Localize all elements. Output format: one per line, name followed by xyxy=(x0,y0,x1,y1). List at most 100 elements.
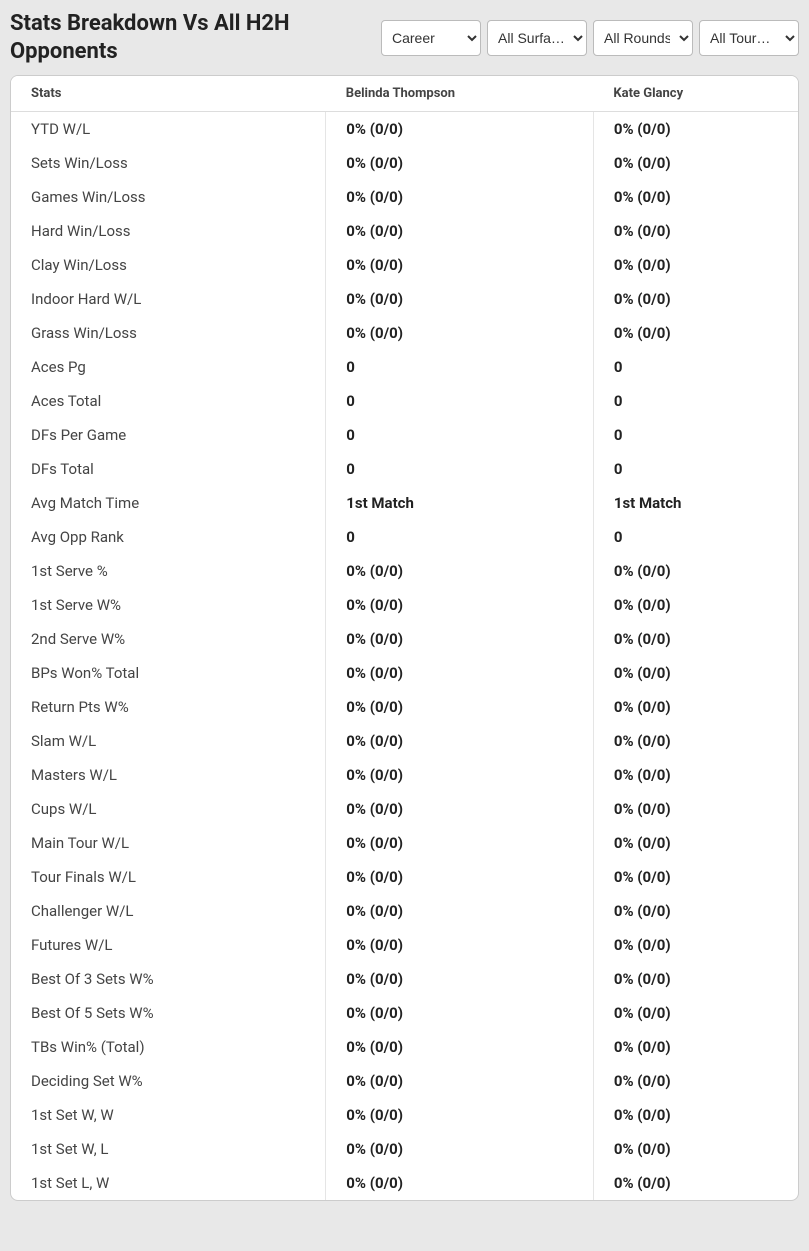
stat-label: Avg Match Time xyxy=(11,486,326,520)
table-row: 1st Set L, W0% (0/0)0% (0/0) xyxy=(11,1166,798,1200)
player1-value: 1st Match xyxy=(326,486,594,520)
table-row: Avg Opp Rank00 xyxy=(11,520,798,554)
stat-label: Challenger W/L xyxy=(11,894,326,928)
player1-value: 0% (0/0) xyxy=(326,316,594,350)
player2-value: 0% (0/0) xyxy=(593,826,798,860)
table-row: Indoor Hard W/L0% (0/0)0% (0/0) xyxy=(11,282,798,316)
table-row: Deciding Set W%0% (0/0)0% (0/0) xyxy=(11,1064,798,1098)
stat-label: Hard Win/Loss xyxy=(11,214,326,248)
stat-label: Best Of 5 Sets W% xyxy=(11,996,326,1030)
player2-value: 0 xyxy=(593,520,798,554)
player1-value: 0% (0/0) xyxy=(326,112,594,147)
rounds-select[interactable]: All Rounds xyxy=(593,20,693,56)
table-row: 1st Serve %0% (0/0)0% (0/0) xyxy=(11,554,798,588)
player2-value: 0 xyxy=(593,384,798,418)
table-row: Tour Finals W/L0% (0/0)0% (0/0) xyxy=(11,860,798,894)
player2-value: 0% (0/0) xyxy=(593,1132,798,1166)
player2-value: 0% (0/0) xyxy=(593,724,798,758)
table-row: Masters W/L0% (0/0)0% (0/0) xyxy=(11,758,798,792)
player1-value: 0% (0/0) xyxy=(326,690,594,724)
stat-label: YTD W/L xyxy=(11,112,326,147)
table-row: Grass Win/Loss0% (0/0)0% (0/0) xyxy=(11,316,798,350)
player2-value: 0% (0/0) xyxy=(593,554,798,588)
stat-label: 1st Set W, L xyxy=(11,1132,326,1166)
player1-value: 0% (0/0) xyxy=(326,588,594,622)
stat-label: 1st Set L, W xyxy=(11,1166,326,1200)
player2-value: 0% (0/0) xyxy=(593,656,798,690)
stat-label: Masters W/L xyxy=(11,758,326,792)
player2-value: 0% (0/0) xyxy=(593,860,798,894)
player1-value: 0% (0/0) xyxy=(326,622,594,656)
stat-label: Best Of 3 Sets W% xyxy=(11,962,326,996)
stat-label: Clay Win/Loss xyxy=(11,248,326,282)
stat-label: 1st Serve W% xyxy=(11,588,326,622)
stat-label: Games Win/Loss xyxy=(11,180,326,214)
player1-value: 0% (0/0) xyxy=(326,1098,594,1132)
player2-value: 0% (0/0) xyxy=(593,282,798,316)
tournaments-select[interactable]: All Tour… xyxy=(699,20,799,56)
player2-value: 0% (0/0) xyxy=(593,996,798,1030)
table-row: Return Pts W%0% (0/0)0% (0/0) xyxy=(11,690,798,724)
table-row: 1st Set W, L0% (0/0)0% (0/0) xyxy=(11,1132,798,1166)
table-row: Hard Win/Loss0% (0/0)0% (0/0) xyxy=(11,214,798,248)
stat-label: Main Tour W/L xyxy=(11,826,326,860)
stat-label: Grass Win/Loss xyxy=(11,316,326,350)
table-row: 1st Set W, W0% (0/0)0% (0/0) xyxy=(11,1098,798,1132)
player1-value: 0% (0/0) xyxy=(326,248,594,282)
player1-value: 0% (0/0) xyxy=(326,894,594,928)
table-row: 2nd Serve W%0% (0/0)0% (0/0) xyxy=(11,622,798,656)
stats-table: Stats Belinda Thompson Kate Glancy YTD W… xyxy=(11,76,798,1200)
player2-value: 0% (0/0) xyxy=(593,928,798,962)
player2-value: 0% (0/0) xyxy=(593,962,798,996)
stat-label: 1st Set W, W xyxy=(11,1098,326,1132)
table-row: YTD W/L0% (0/0)0% (0/0) xyxy=(11,112,798,147)
player2-value: 0% (0/0) xyxy=(593,894,798,928)
period-select[interactable]: Career xyxy=(381,20,481,56)
stat-label: DFs Per Game xyxy=(11,418,326,452)
player1-value: 0% (0/0) xyxy=(326,758,594,792)
player1-value: 0% (0/0) xyxy=(326,1132,594,1166)
player1-value: 0 xyxy=(326,520,594,554)
table-row: Best Of 3 Sets W%0% (0/0)0% (0/0) xyxy=(11,962,798,996)
player1-value: 0% (0/0) xyxy=(326,146,594,180)
surface-select[interactable]: All Surfa… xyxy=(487,20,587,56)
col-header-stats: Stats xyxy=(11,76,326,112)
player1-value: 0% (0/0) xyxy=(326,1030,594,1064)
player1-value: 0% (0/0) xyxy=(326,826,594,860)
page-title: Stats Breakdown Vs All H2H Opponents xyxy=(10,10,290,65)
stat-label: 2nd Serve W% xyxy=(11,622,326,656)
player2-value: 0% (0/0) xyxy=(593,758,798,792)
stat-label: Return Pts W% xyxy=(11,690,326,724)
table-row: BPs Won% Total0% (0/0)0% (0/0) xyxy=(11,656,798,690)
stat-label: Sets Win/Loss xyxy=(11,146,326,180)
table-row: Slam W/L0% (0/0)0% (0/0) xyxy=(11,724,798,758)
player1-value: 0 xyxy=(326,350,594,384)
player1-value: 0% (0/0) xyxy=(326,214,594,248)
table-row: TBs Win% (Total)0% (0/0)0% (0/0) xyxy=(11,1030,798,1064)
player1-value: 0% (0/0) xyxy=(326,1064,594,1098)
player1-value: 0% (0/0) xyxy=(326,180,594,214)
stat-label: Indoor Hard W/L xyxy=(11,282,326,316)
player2-value: 0% (0/0) xyxy=(593,1030,798,1064)
player1-value: 0% (0/0) xyxy=(326,282,594,316)
player2-value: 0 xyxy=(593,452,798,486)
table-row: Best Of 5 Sets W%0% (0/0)0% (0/0) xyxy=(11,996,798,1030)
player1-value: 0% (0/0) xyxy=(326,554,594,588)
stat-label: Aces Total xyxy=(11,384,326,418)
table-row: Cups W/L0% (0/0)0% (0/0) xyxy=(11,792,798,826)
table-row: 1st Serve W%0% (0/0)0% (0/0) xyxy=(11,588,798,622)
table-row: DFs Per Game00 xyxy=(11,418,798,452)
stats-card: Stats Belinda Thompson Kate Glancy YTD W… xyxy=(10,75,799,1201)
stat-label: BPs Won% Total xyxy=(11,656,326,690)
stat-label: 1st Serve % xyxy=(11,554,326,588)
player1-value: 0% (0/0) xyxy=(326,928,594,962)
stat-label: Tour Finals W/L xyxy=(11,860,326,894)
player1-value: 0% (0/0) xyxy=(326,1166,594,1200)
header: Stats Breakdown Vs All H2H Opponents Car… xyxy=(10,10,799,65)
player1-value: 0% (0/0) xyxy=(326,996,594,1030)
stat-label: DFs Total xyxy=(11,452,326,486)
table-header-row: Stats Belinda Thompson Kate Glancy xyxy=(11,76,798,112)
player2-value: 0% (0/0) xyxy=(593,214,798,248)
player2-value: 0 xyxy=(593,350,798,384)
col-header-player1: Belinda Thompson xyxy=(326,76,594,112)
